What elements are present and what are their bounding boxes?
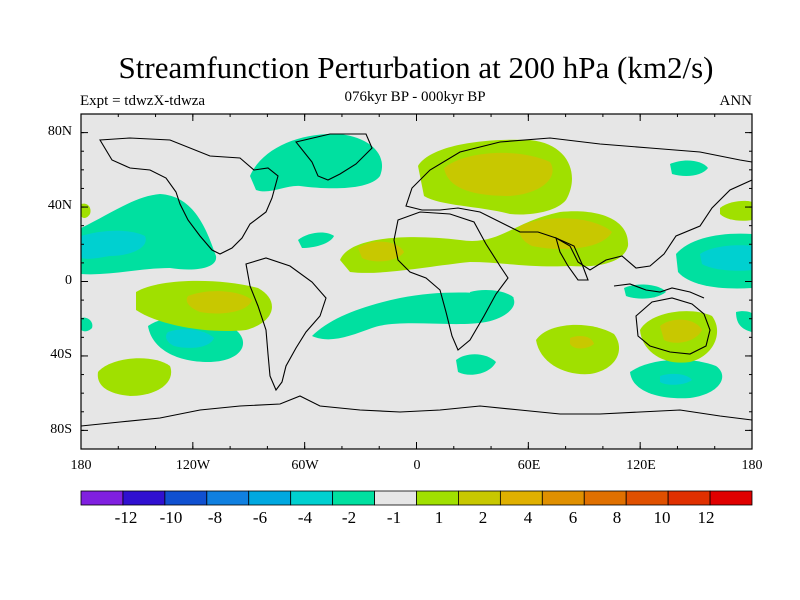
anomaly-core-eurasia [444,152,553,196]
lon-label-120w: 120W [175,458,211,473]
experiment-label: Expt = tdwzX-tdwza [80,93,206,109]
anomaly-region-east-pacific-edge [81,317,93,332]
lon-label-0: 0 [413,458,421,473]
colorbar-swatch [625,490,669,506]
anomaly-region-north-america [250,133,383,192]
lat-label-equator: 0 [65,273,72,288]
anomaly-region-south-atlantic [312,292,515,340]
lat-label-80n: 80N [47,124,72,139]
colorbar-swatch [458,490,501,506]
colorbar-swatch [416,490,459,506]
plot-subtitle: 076kyr BP - 000kyr BP [344,89,486,105]
coastline-greenland [295,133,373,181]
colorbar-label-8: 8 [612,508,622,527]
lon-label-120e: 120E [626,458,656,473]
colorbar-swatch [248,490,292,506]
anomaly-core-north-pacific [81,230,146,259]
anomaly-region-west-atlantic [298,232,334,248]
lat-label-40n: 40N [47,198,72,213]
anomaly-core-south-indian-ocean [570,336,594,349]
colorbar-swatch [667,490,711,506]
colorbar-label-minus10: -10 [159,508,183,527]
colorbar-label-12: 12 [697,508,715,527]
lat-label-80s: 80S [50,422,72,437]
anomaly-core-southern-ocean [660,373,692,385]
lon-label-60e: 60E [517,458,541,473]
coastline-north-america [99,137,279,255]
anomaly-region-north-pacific-east-edge [720,200,752,221]
anomaly-region-south-indian-ocean [536,324,620,375]
axis-ticks [80,113,753,450]
lon-label-180e: 180 [741,458,763,473]
anomaly-core-north-africa [358,241,404,262]
contour-fields [81,133,752,399]
colorbar-label-2: 2 [478,508,488,527]
colorbar-label-4: 4 [523,508,533,527]
colorbar-label-minus12: -12 [114,508,138,527]
coastline-eurasia [405,137,752,271]
coastline-india [555,237,589,281]
coastlines [81,133,752,427]
colorbar-label-minus1: -1 [386,508,402,527]
colorbar-label-10: 10 [653,508,671,527]
lon-label-60w: 60W [291,458,319,473]
anomaly-region-arctic-asia [670,160,708,176]
lat-label-40s: 40S [50,347,72,362]
anomaly-region-maritime [624,284,666,299]
colorbar-label-minus6: -6 [252,508,268,527]
colorbar-swatch [206,490,250,506]
colorbar-label-minus4: -4 [297,508,313,527]
colorbar-swatch [374,490,417,506]
anomaly-core-south-pacific [166,329,214,348]
colorbar-swatch [80,490,124,506]
colorbar-swatch [122,490,166,506]
coastline-maritime-continent [613,283,705,299]
colorbar-swatch [583,490,627,506]
colorbar-swatch [541,490,585,506]
colorbar-label-minus2: -2 [341,508,357,527]
anomaly-core-south-asia [519,218,612,250]
plot-title: Streamfunction Perturbation at 200 hPa (… [118,50,714,85]
coastline-antarctica [81,395,752,427]
colorbar-label-6: 6 [568,508,578,527]
colorbar-swatch [290,490,334,506]
colorbar [80,490,753,506]
anomaly-region-australia-edge [736,311,752,332]
anomaly-core-australia [660,319,702,343]
colorbar-label-1: 1 [434,508,444,527]
anomaly-region-east-africa [470,290,514,305]
colorbar-label-minus8: -8 [207,508,223,527]
anomaly-core-west-pacific [700,245,752,271]
colorbar-swatch [164,490,208,506]
anomaly-region-indian-ocean [456,354,496,375]
anomaly-region-southern-ocean-pacific [97,358,172,396]
colorbar-swatch [332,490,375,506]
lon-label-180w: 180 [70,458,92,473]
season-label: ANN [719,93,753,109]
coastline-africa [393,211,509,351]
coastline-south-america [245,257,327,392]
colorbar-swatch [709,490,753,506]
anomaly-core-south-pacific-subtropics [186,291,252,314]
colorbar-swatch [499,490,543,506]
coastline-australia [635,297,711,355]
